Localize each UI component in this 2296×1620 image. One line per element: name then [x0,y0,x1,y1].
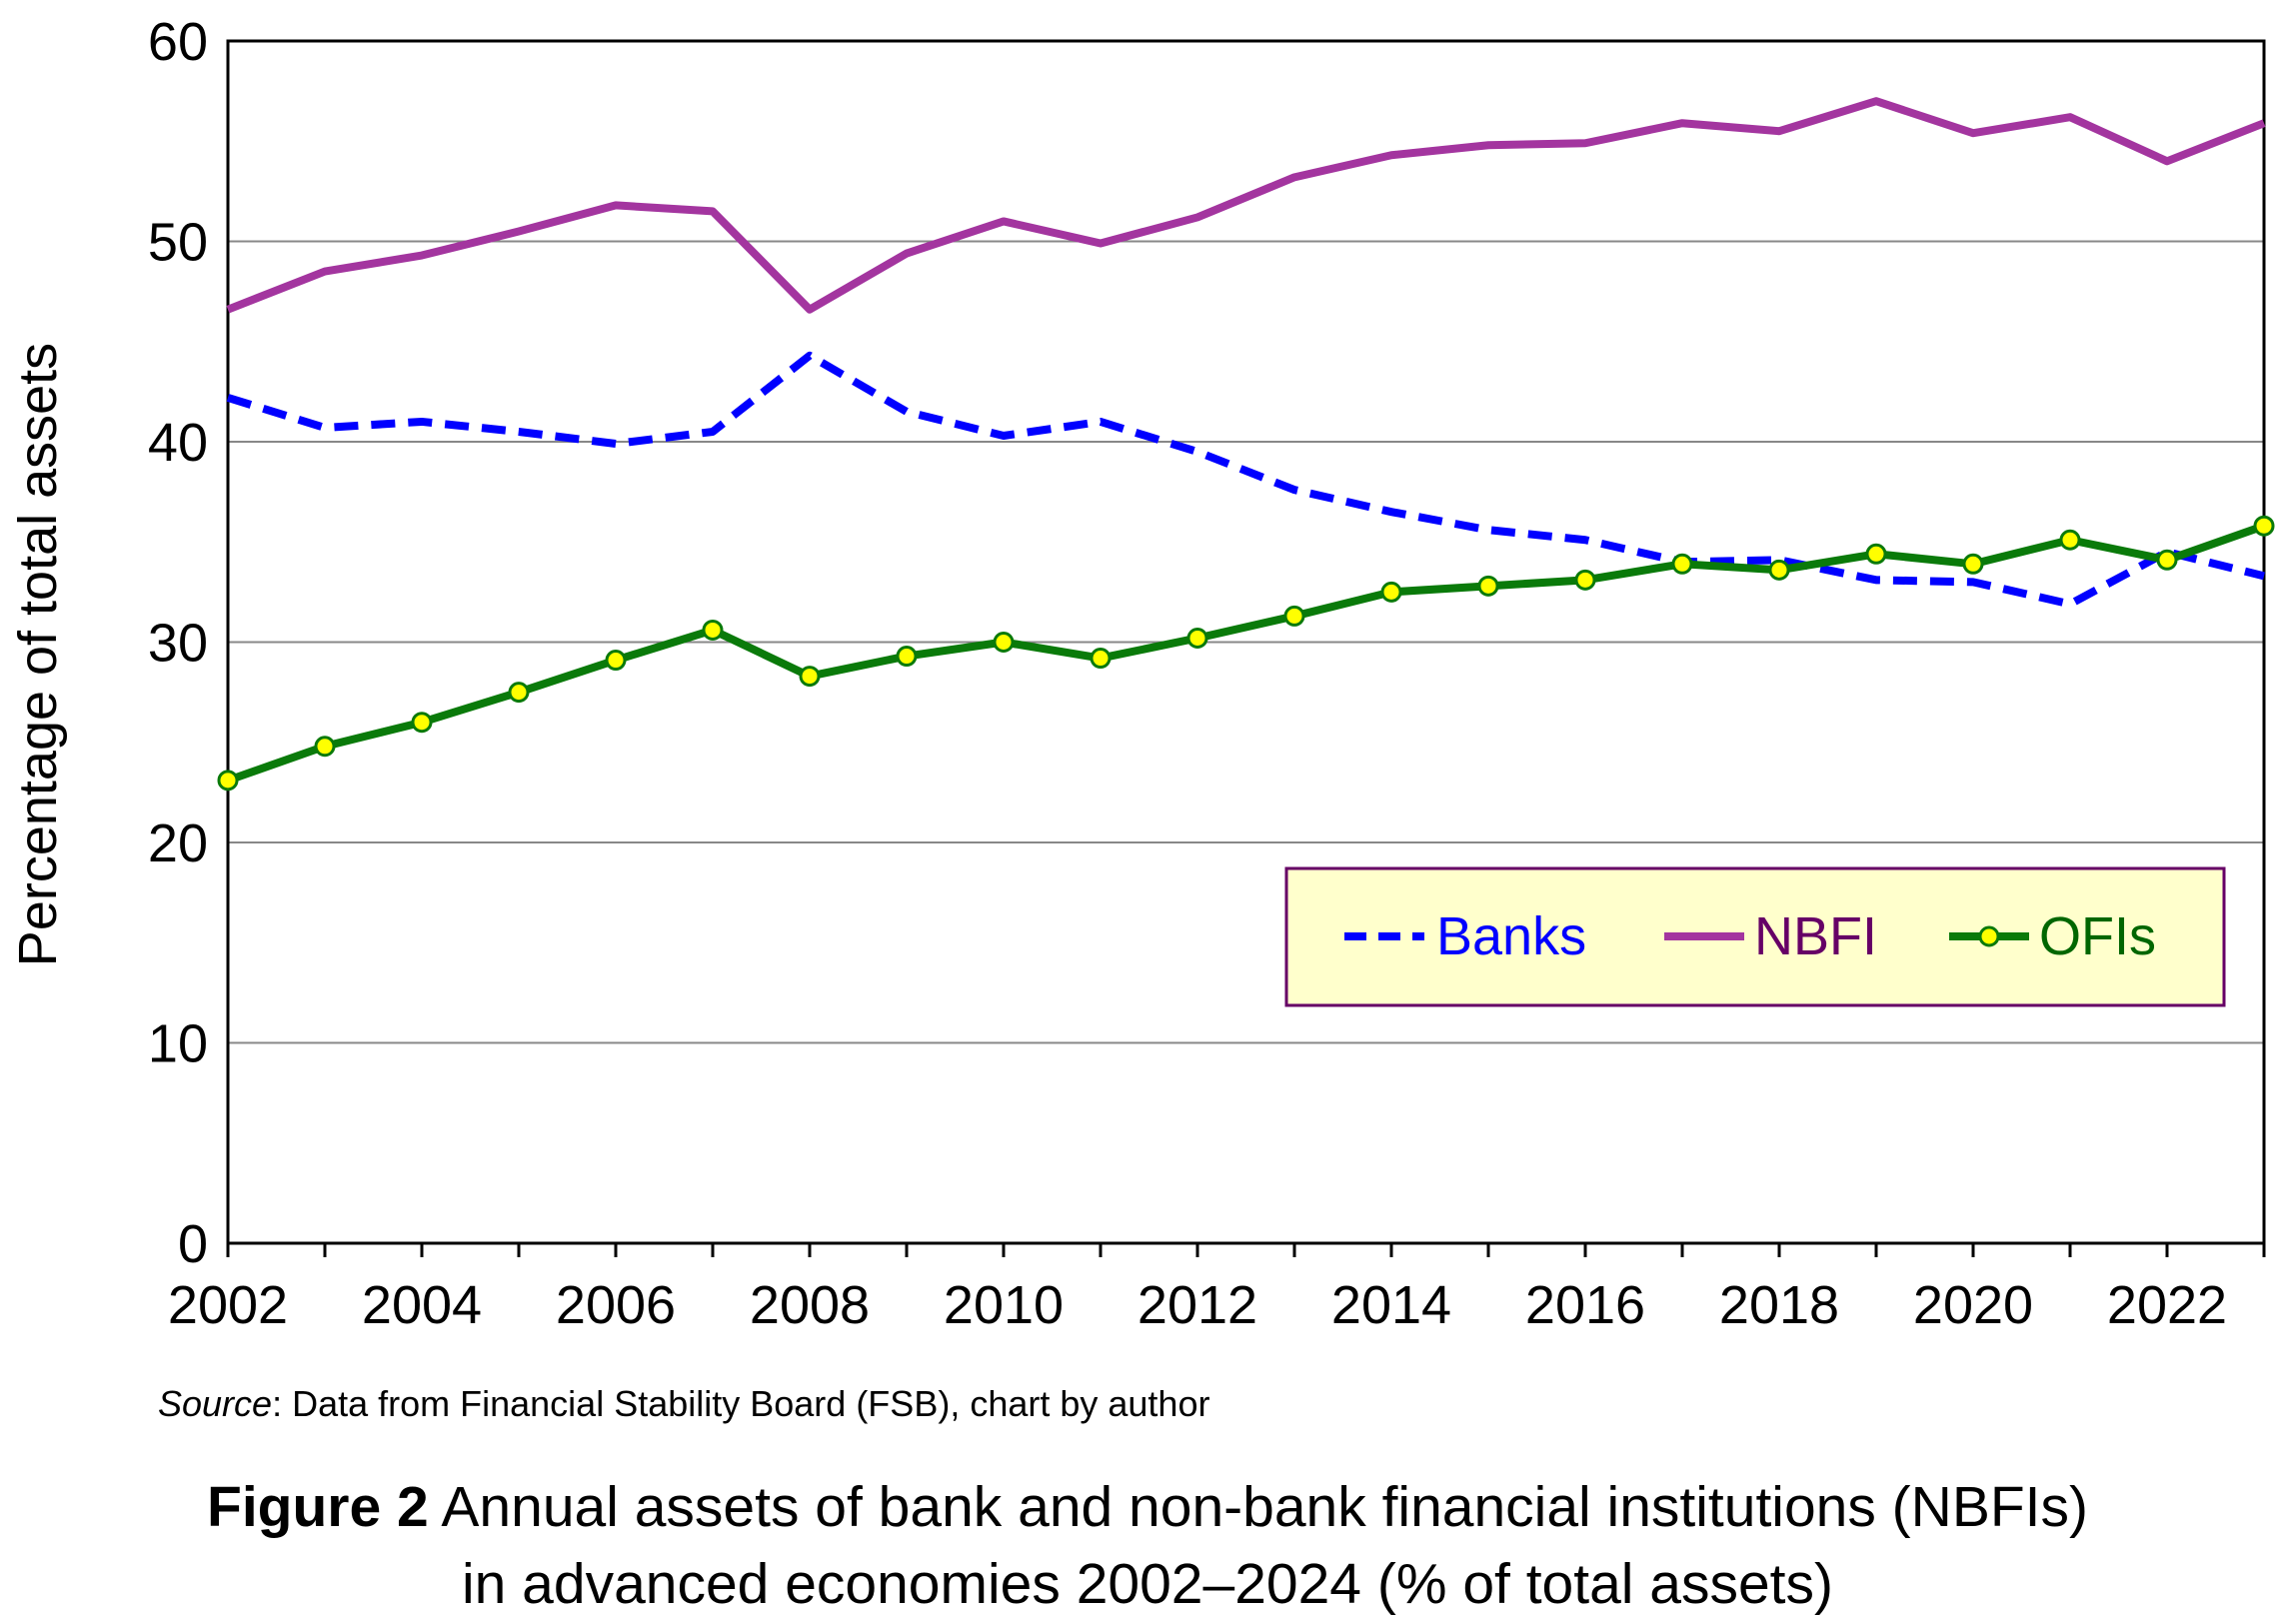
legend-ofis-marker [1978,925,2000,947]
data-point-ofis [508,682,530,704]
y-tick-label: 10 [148,1014,208,1074]
legend-ofis-label: OFIs [2039,906,2156,966]
y-tick-label: 0 [178,1214,208,1274]
source-label: Source [158,1383,272,1424]
data-point-ofis [1380,581,1402,603]
y-tick-label: 30 [148,614,208,674]
legend-banks-label: Banks [1436,906,1586,966]
y-tick-label: 60 [148,12,208,72]
data-point-ofis [1186,627,1208,649]
data-point-ofis [1962,553,1984,575]
series-line-ofis [226,522,2266,785]
figure-caption-line1: Figure 2 Annual assets of bank and non-b… [207,1475,2088,1539]
data-point-ofis [1283,605,1305,627]
x-tick-label: 2002 [168,1275,288,1335]
data-point-ofis [993,632,1015,653]
x-tick-label: 2010 [944,1275,1064,1335]
data-point-ofis [2253,515,2275,537]
caption-line1-text: Annual assets of bank and non-bank finan… [429,1475,2088,1539]
legend-nbfi-label: NBFI [1754,906,1877,966]
x-tick-label: 2016 [1525,1275,1645,1335]
x-tick-label: 2018 [1719,1275,1839,1335]
data-point-ofis [2156,549,2178,571]
x-axis-ticks: 2002 2004 2006 2008 2010 2012 2014 2016 2018 2020… [168,1243,2266,1335]
series-line-nbfi [226,97,2266,314]
x-tick-label: 2020 [1913,1275,2033,1335]
figure-label: Figure 2 [207,1475,429,1539]
data-point-ofis [605,650,627,672]
source-text: : Data from Financial Stability Board (F… [272,1383,1209,1424]
legend: Banks NBFI OFIs [1284,866,2226,1007]
data-point-ofis [1574,569,1596,591]
x-tick-label: 2004 [362,1275,482,1335]
data-point-ofis [411,712,433,734]
data-point-ofis [896,646,918,668]
legend-box [1284,866,2226,1007]
figure-caption-line2: in advanced economies 2002–2024 (% of to… [462,1552,1833,1616]
data-point-ofis [2059,529,2081,551]
data-point-ofis [799,666,821,688]
x-tick-label: 2008 [750,1275,870,1335]
y-axis-ticks: 0 10 20 30 40 50 60 [148,12,208,1274]
data-point-ofis [314,736,336,758]
source-note: Source: Data from Financial Stability Bo… [158,1383,1209,1424]
series-line-banks [226,351,2265,609]
plot-frame [226,39,2266,1245]
data-point-ofis [217,770,239,792]
x-tick-label: 2014 [1331,1275,1451,1335]
data-point-ofis [1477,575,1499,597]
series-lines [217,97,2275,792]
data-point-ofis [1865,543,1887,565]
x-tick-label: 2012 [1138,1275,1257,1335]
y-axis-label: Percentage of total assets [8,343,68,966]
data-point-ofis [702,619,724,641]
y-tick-label: 20 [148,813,208,873]
x-tick-label: 2022 [2107,1275,2227,1335]
data-point-ofis [1768,559,1790,581]
y-tick-label: 40 [148,413,208,473]
y-tick-label: 50 [148,213,208,273]
data-point-ofis [1671,553,1693,575]
data-point-ofis [1090,648,1112,670]
x-tick-label: 2006 [556,1275,676,1335]
